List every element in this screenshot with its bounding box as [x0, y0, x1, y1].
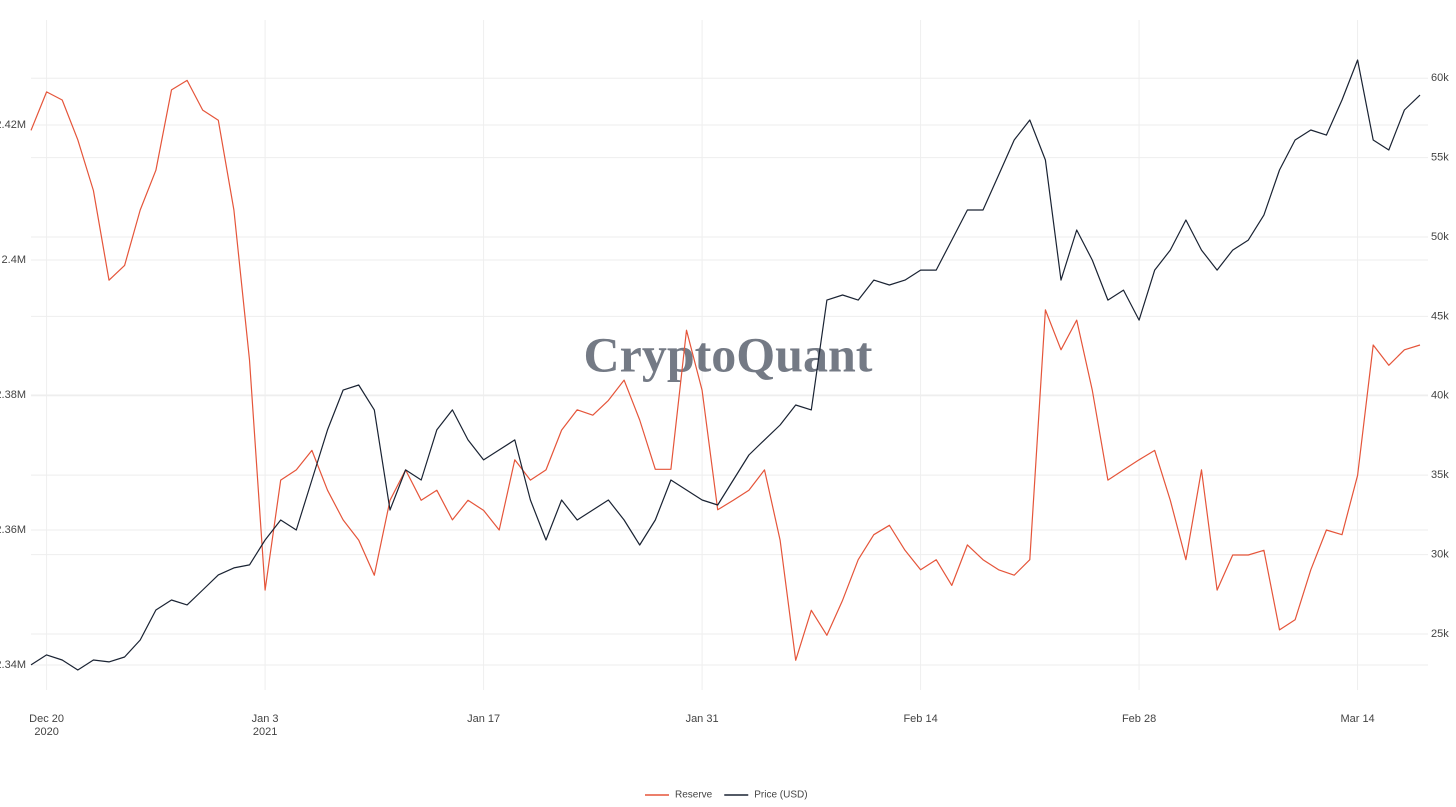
y2-tick-label: 40k [1431, 390, 1449, 402]
y2-tick-label: 50k [1431, 231, 1449, 243]
y2-tick-label: 25k [1431, 628, 1449, 640]
series-line [30, 59, 1421, 671]
x-tick-label: Jan 31 [686, 713, 719, 725]
y-tick-label: 2.36M [0, 524, 26, 536]
y-tick-label: 2.38M [0, 389, 26, 401]
x-tick-label: Feb 14 [903, 713, 937, 725]
y2-tick-label: 35k [1431, 469, 1449, 481]
y-tick-label: 2.42M [0, 119, 26, 131]
y2-tick-label: 55k [1431, 152, 1449, 164]
x-tick-label: Dec 20 2020 [29, 713, 64, 738]
y2-tick-label: 30k [1431, 548, 1449, 560]
y-tick-label: 2.4M [2, 254, 26, 266]
x-tick-label: Jan 17 [467, 713, 500, 725]
legend-label: Reserve [675, 790, 713, 801]
x-tick-label: Jan 3 2021 [252, 713, 279, 738]
series-line [30, 79, 1421, 661]
y2-tick-label: 45k [1431, 310, 1449, 322]
x-tick-label: Feb 28 [1122, 713, 1156, 725]
y2-tick-label: 60k [1431, 72, 1449, 84]
y-tick-label: 2.34M [0, 659, 26, 671]
legend-label: Price (USD) [754, 790, 807, 801]
x-tick-label: Mar 14 [1340, 713, 1374, 725]
watermark: CryptoQuant [584, 326, 873, 382]
